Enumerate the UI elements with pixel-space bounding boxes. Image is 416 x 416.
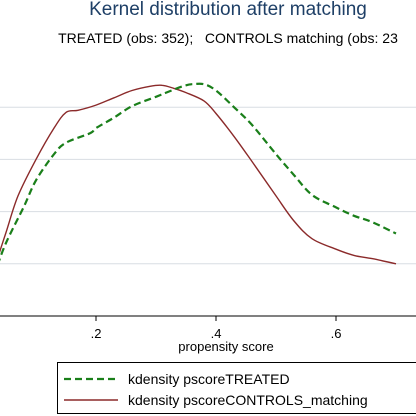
legend-key-solid [64,399,118,401]
legend: kdensity pscoreTREATED kdensity pscoreCO… [57,362,416,414]
series-line-treated [0,82,397,262]
x-tick-label-1: .4 [211,326,222,341]
legend-label-treated: kdensity pscoreTREATED [128,371,290,387]
chart-title: Kernel distribution after matching [89,0,367,20]
series-lines [0,82,397,265]
x-tick-label-0: .2 [91,326,102,341]
x-tick-label-2: .6 [331,326,342,341]
legend-label-controls: kdensity pscoreCONTROLS_matching [128,392,368,408]
legend-entry-treated: kdensity pscoreTREATED [64,370,290,388]
x-axis-label: propensity score [178,339,273,354]
grid-lines [0,106,416,265]
series-line-controls [0,84,397,265]
chart-subtitle: TREATED (obs: 352); CONTROLS matching (o… [58,30,398,46]
legend-key-dashed [64,377,118,381]
x-ticks: .2 .4 .6 [91,316,342,341]
legend-entry-controls: kdensity pscoreCONTROLS_matching [64,391,368,409]
